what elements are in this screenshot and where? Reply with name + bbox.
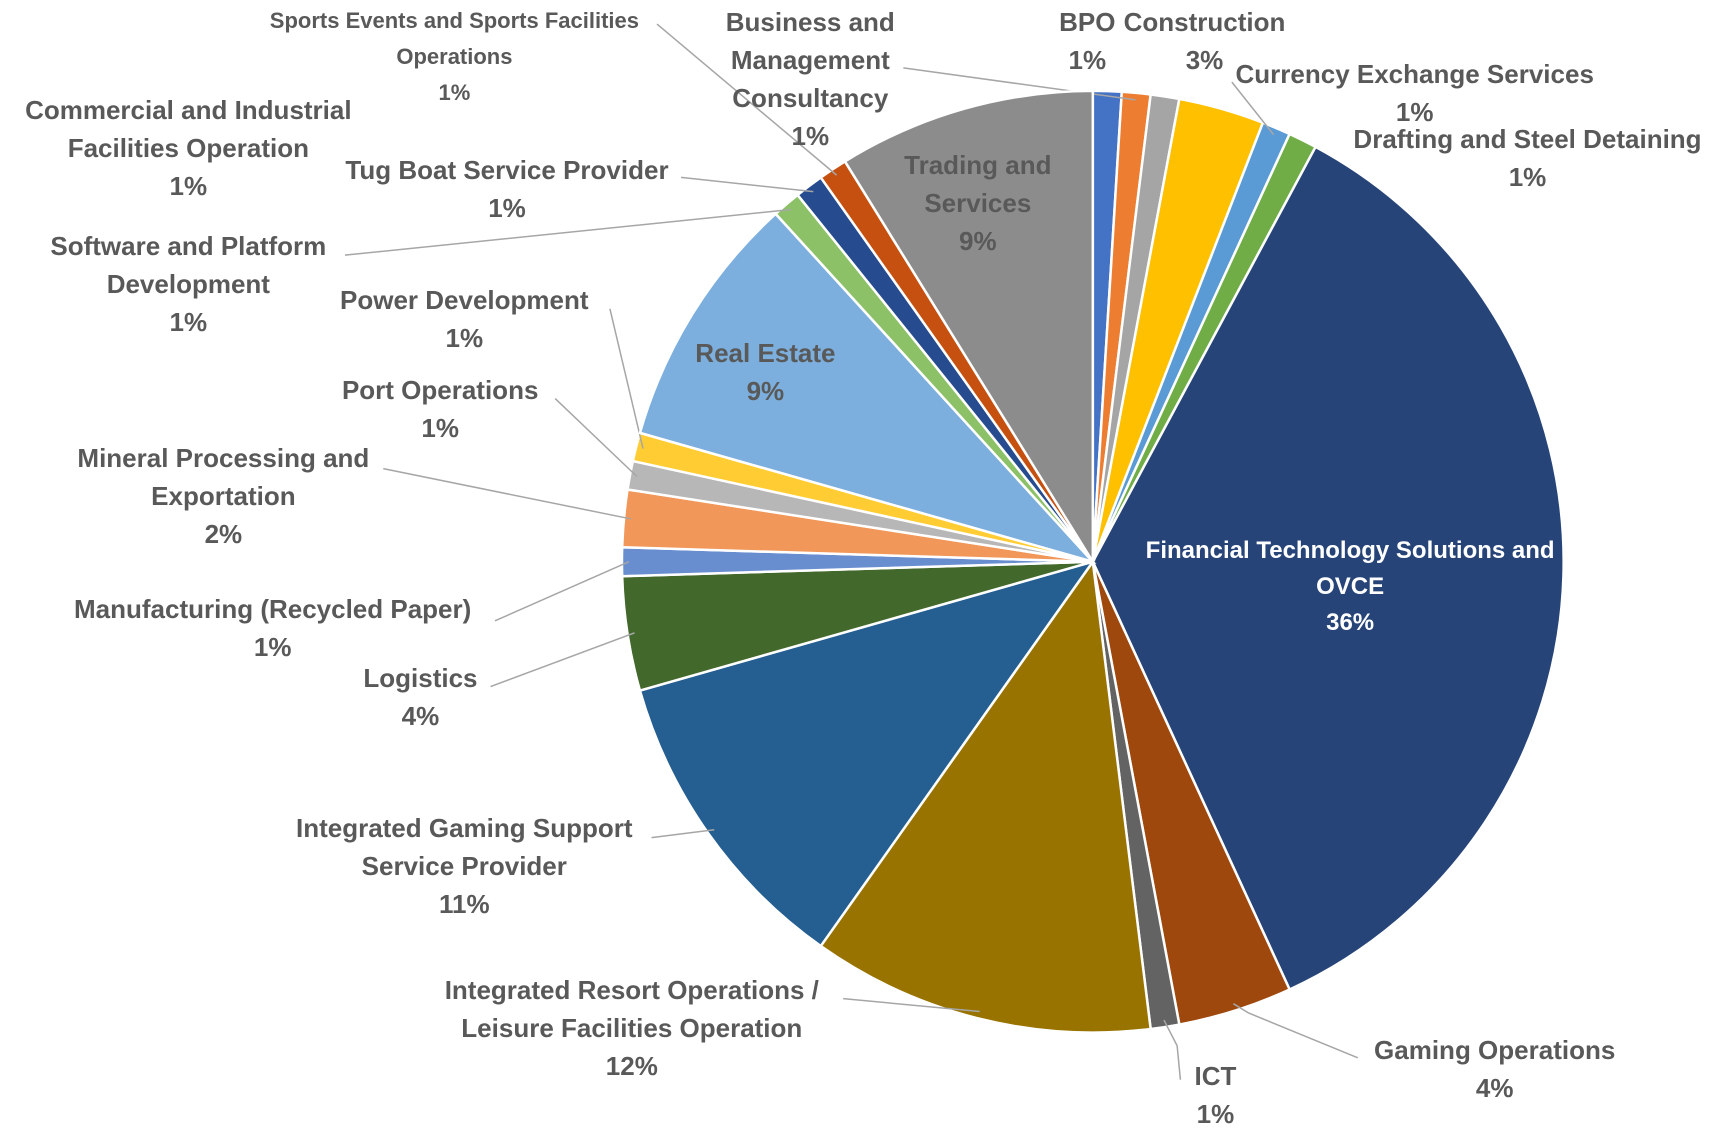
value-label: 1% (1196, 1098, 1235, 1129)
category-label: Business and Management Consultancy (725, 7, 895, 114)
leader-line (681, 176, 814, 193)
value-label: 1% (488, 193, 526, 224)
value-label: 36% (1326, 609, 1375, 637)
value-label: 4% (401, 701, 440, 732)
slice-label: Construction 3% (1111, 3, 1297, 79)
category-label: Integrated Resort Operations / Leisure F… (444, 975, 819, 1044)
slice-label: Integrated Gaming Support Service Provid… (267, 809, 661, 923)
value-label: 11% (438, 889, 490, 920)
slice-label: Trading and Services 9% (868, 146, 1087, 260)
slice-label: Financial Technology Solutions and OVCE 3… (1126, 533, 1575, 641)
leader-line (494, 561, 630, 622)
value-label: 1% (1068, 45, 1107, 76)
leader-line (1231, 81, 1275, 136)
slice-label: Manufacturing (Recycled Paper) 1% (43, 590, 503, 666)
slice-label: Sports Events and Sports Facilities Oper… (241, 3, 668, 111)
value-label: 1% (445, 323, 484, 354)
leader-line (490, 632, 635, 688)
category-label: Tug Boat Service Provider (345, 155, 669, 186)
category-label: Integrated Gaming Support Service Provid… (295, 813, 633, 882)
category-label: Logistics (363, 663, 478, 694)
leader-line (609, 308, 644, 449)
slice-label: Mineral Processing and Exportation 2% (48, 439, 398, 553)
slice-label: Power Development 1% (316, 281, 612, 357)
category-label: Trading and Services (904, 149, 1052, 218)
slice-label: Logistics 4% (333, 659, 508, 735)
value-label: 1% (169, 306, 208, 337)
value-label: 9% (959, 225, 997, 256)
category-label: Financial Technology Solutions and OVCE (1145, 537, 1555, 601)
value-label: 4% (1475, 1073, 1514, 1104)
leader-line (656, 23, 838, 176)
slice-label: Drafting and Steel Detaining 1% (1325, 120, 1721, 196)
category-label: Power Development (340, 285, 589, 316)
value-label: 9% (746, 375, 785, 406)
leader-line (903, 67, 1136, 101)
category-label: Commercial and Industrial Facilities Ope… (25, 94, 352, 163)
category-label: Gaming Operations (1374, 1035, 1616, 1066)
category-label: Real Estate (695, 337, 836, 368)
slice-label: Port Operations 1% (320, 371, 561, 447)
pie-slice (638, 212, 1097, 565)
slice-label: ICT 1% (1172, 1057, 1260, 1133)
leader-line (1163, 1019, 1182, 1080)
pie-slice (1091, 145, 1565, 992)
category-label: Drafting and Steel Detaining (1353, 124, 1702, 155)
category-label: Software and Platform Development (50, 230, 327, 299)
slice-label: Integrated Resort Operations / Leisure F… (402, 971, 862, 1085)
leader-line (651, 828, 715, 839)
value-label: 1% (791, 121, 830, 152)
leader-line (383, 467, 632, 520)
value-label: 1% (1508, 162, 1547, 193)
slice-label: Tug Boat Service Provider 1% (321, 151, 693, 227)
category-label: Port Operations (341, 375, 539, 406)
value-label: 1% (438, 80, 471, 106)
category-label: Manufacturing (Recycled Paper) (73, 594, 472, 625)
category-label: Mineral Processing and Exportation (77, 443, 370, 512)
leader-line (1233, 1003, 1359, 1059)
pie-slice (819, 558, 1153, 1034)
leader-line (554, 398, 638, 478)
pie-slice (638, 559, 1096, 948)
value-label: 12% (605, 1051, 658, 1082)
slice-label: Gaming Operations 4% (1330, 1031, 1659, 1107)
value-label: 2% (204, 519, 243, 550)
slice-label: Commercial and Industrial Facilities Ope… (2, 91, 374, 205)
slice-label: Business and Management Consultancy 1% (701, 3, 920, 155)
leader-line (344, 208, 792, 256)
pie-slice (843, 89, 1095, 567)
leader-line (843, 997, 980, 1013)
value-label: 1% (253, 632, 292, 663)
category-label: BPO (1059, 7, 1116, 38)
category-label: Sports Events and Sports Facilities Oper… (269, 8, 640, 70)
slice-label: Software and Platform Development 1% (19, 227, 358, 341)
value-label: 1% (1395, 96, 1434, 127)
slice-label: Currency Exchange Services 1% (1218, 55, 1612, 131)
category-label: ICT (1194, 1060, 1237, 1091)
slice-label: Real Estate 9% (656, 334, 875, 410)
category-label: Currency Exchange Services (1235, 58, 1594, 89)
slice-label: BPO 1% (1038, 3, 1137, 79)
value-label: 1% (421, 413, 459, 444)
value-label: 3% (1185, 45, 1224, 76)
value-label: 1% (169, 170, 208, 201)
category-label: Construction (1123, 7, 1286, 38)
